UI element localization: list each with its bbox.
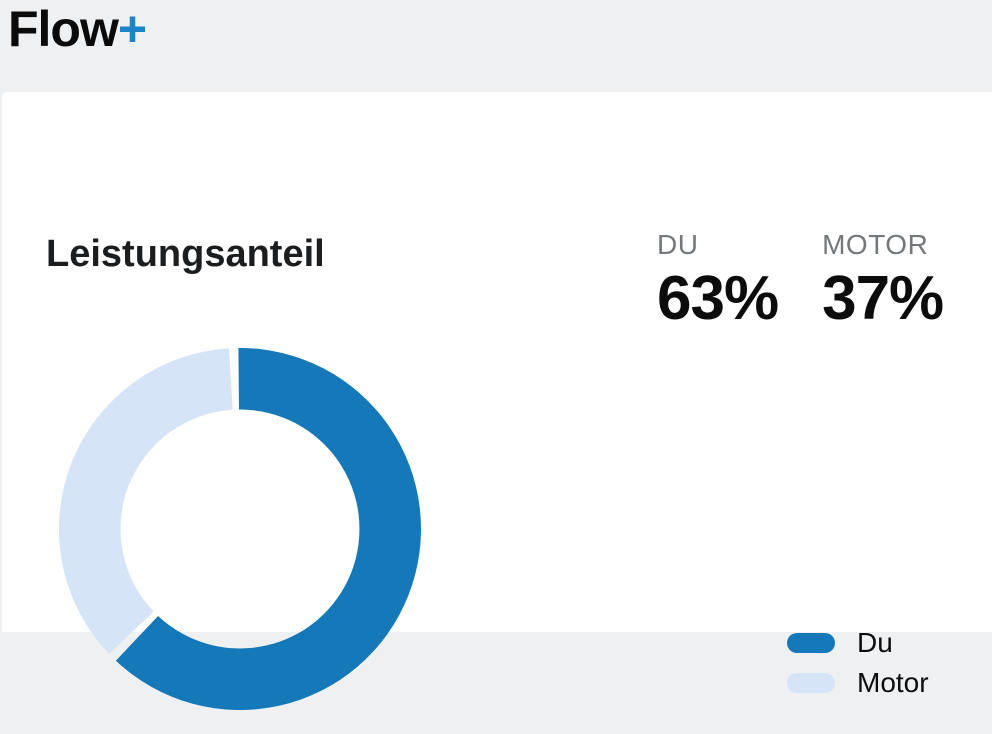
logo-text: Flow — [8, 1, 119, 57]
legend-swatch-motor — [787, 673, 835, 693]
app-logo[interactable]: Flow+ — [8, 0, 147, 58]
stat-du: DU 63% — [657, 229, 779, 333]
stat-motor-value: 37% — [822, 264, 944, 333]
stats-card: Leistungsanteil DU 63% MOTOR 37% Du Moto… — [2, 92, 992, 711]
stat-du-label: DU — [657, 229, 699, 260]
donut-segment-du — [115, 348, 422, 711]
legend-swatch-du — [787, 633, 835, 653]
chart-legend: Du Motor — [787, 627, 929, 699]
donut-segment-motor — [58, 348, 233, 655]
stat-du-value: 63% — [657, 264, 779, 333]
legend-item-motor: Motor — [787, 667, 929, 699]
donut-chart-svg — [58, 348, 422, 711]
donut-chart — [40, 329, 440, 729]
stat-motor-label: MOTOR — [822, 229, 929, 260]
app-header: Flow+ — [0, 0, 992, 92]
stat-motor: MOTOR 37% — [822, 229, 944, 333]
logo-plus-icon: + — [117, 1, 147, 57]
card-title: Leistungsanteil — [46, 233, 325, 275]
stats-summary: DU 63% MOTOR 37% — [657, 229, 944, 333]
legend-label-motor: Motor — [857, 667, 929, 698]
